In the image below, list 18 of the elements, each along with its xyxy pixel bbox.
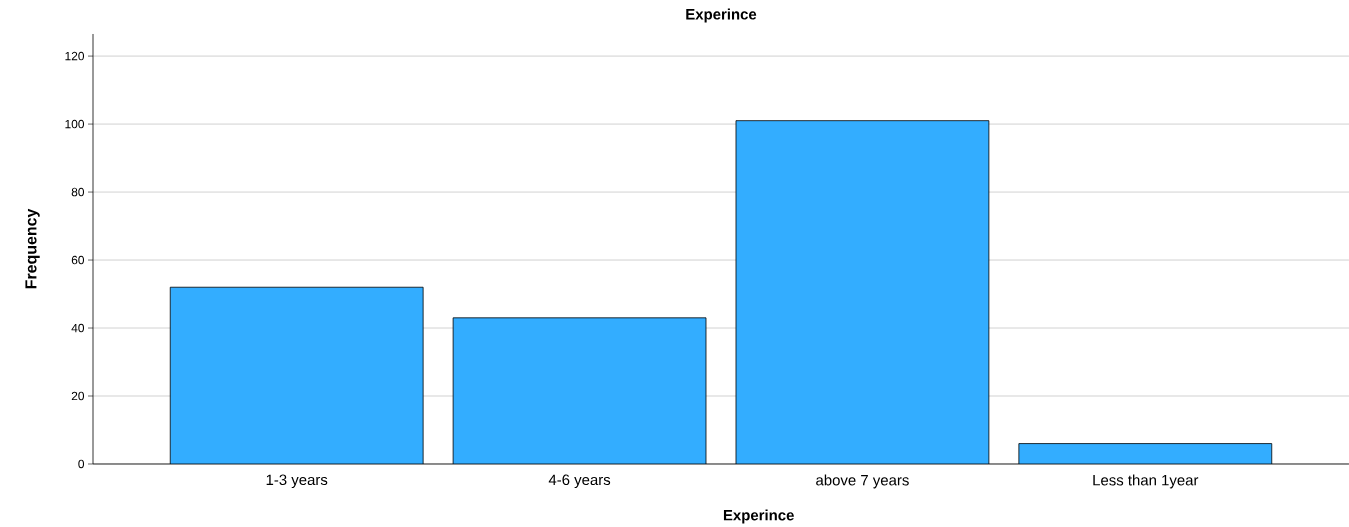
y-tick-label: 40 [71, 323, 85, 333]
bar [1018, 443, 1273, 464]
chart-title: Experince [686, 8, 757, 23]
y-tick-label: 0 [78, 459, 85, 469]
x-tick-label: 4-6 years [548, 474, 611, 489]
x-tick-label: above 7 years [816, 474, 909, 489]
y-axis-title: Frequency [25, 208, 40, 289]
y-tick-label: 100 [65, 119, 85, 129]
y-tick-label: 80 [71, 187, 85, 197]
y-tick-label: 60 [71, 255, 85, 265]
bar [735, 120, 989, 464]
bar [453, 317, 707, 464]
x-tick-label: Less than 1year [1093, 474, 1199, 489]
x-tick-label: 1-3 years [266, 474, 328, 489]
bar [170, 287, 424, 464]
x-axis-title: Experince [723, 509, 794, 524]
y-tick-label: 120 [65, 51, 85, 61]
y-tick-label: 20 [71, 391, 85, 401]
